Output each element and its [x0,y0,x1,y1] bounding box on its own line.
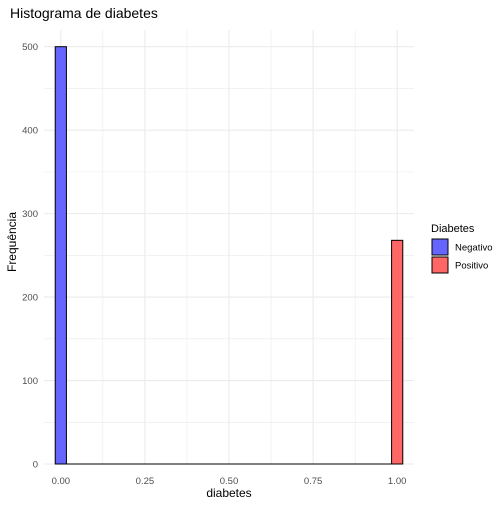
x-axis-label: diabetes [206,486,251,500]
y-tick-label: 0 [33,460,38,471]
legend-key-positivo [431,256,449,274]
y-tick-label: 100 [22,376,38,387]
x-tick-label: 0.25 [136,476,155,487]
y-axis-label: Frequência [5,212,19,272]
y-tick-label: 500 [22,42,38,53]
x-tick-label: 0.75 [304,476,323,487]
chart-title: Histograma de diabetes [10,5,158,21]
x-tick-label: 0.00 [52,476,71,487]
y-tick-label: 200 [22,293,38,304]
legend-label-positivo: Positivo [455,261,488,272]
legend-label-negativo: Negativo [455,243,493,254]
x-tick-label: 1.00 [388,476,407,487]
y-tick-label: 400 [22,126,38,137]
legend-title: Diabetes [431,223,475,235]
grid-layer [44,30,414,465]
y-tick-label: 300 [22,209,38,220]
bars-layer [54,46,404,465]
x-tick-label: 0.50 [220,476,239,487]
bar-positivo [391,239,404,465]
ticks-layer: 0.00 0.25 0.50 0.75 1.00 0 100 200 300 400 500 [22,42,406,487]
legend: Diabetes Negativo Positivo [431,223,493,274]
bar-negativo [54,46,67,465]
legend-key-negativo [431,238,449,256]
